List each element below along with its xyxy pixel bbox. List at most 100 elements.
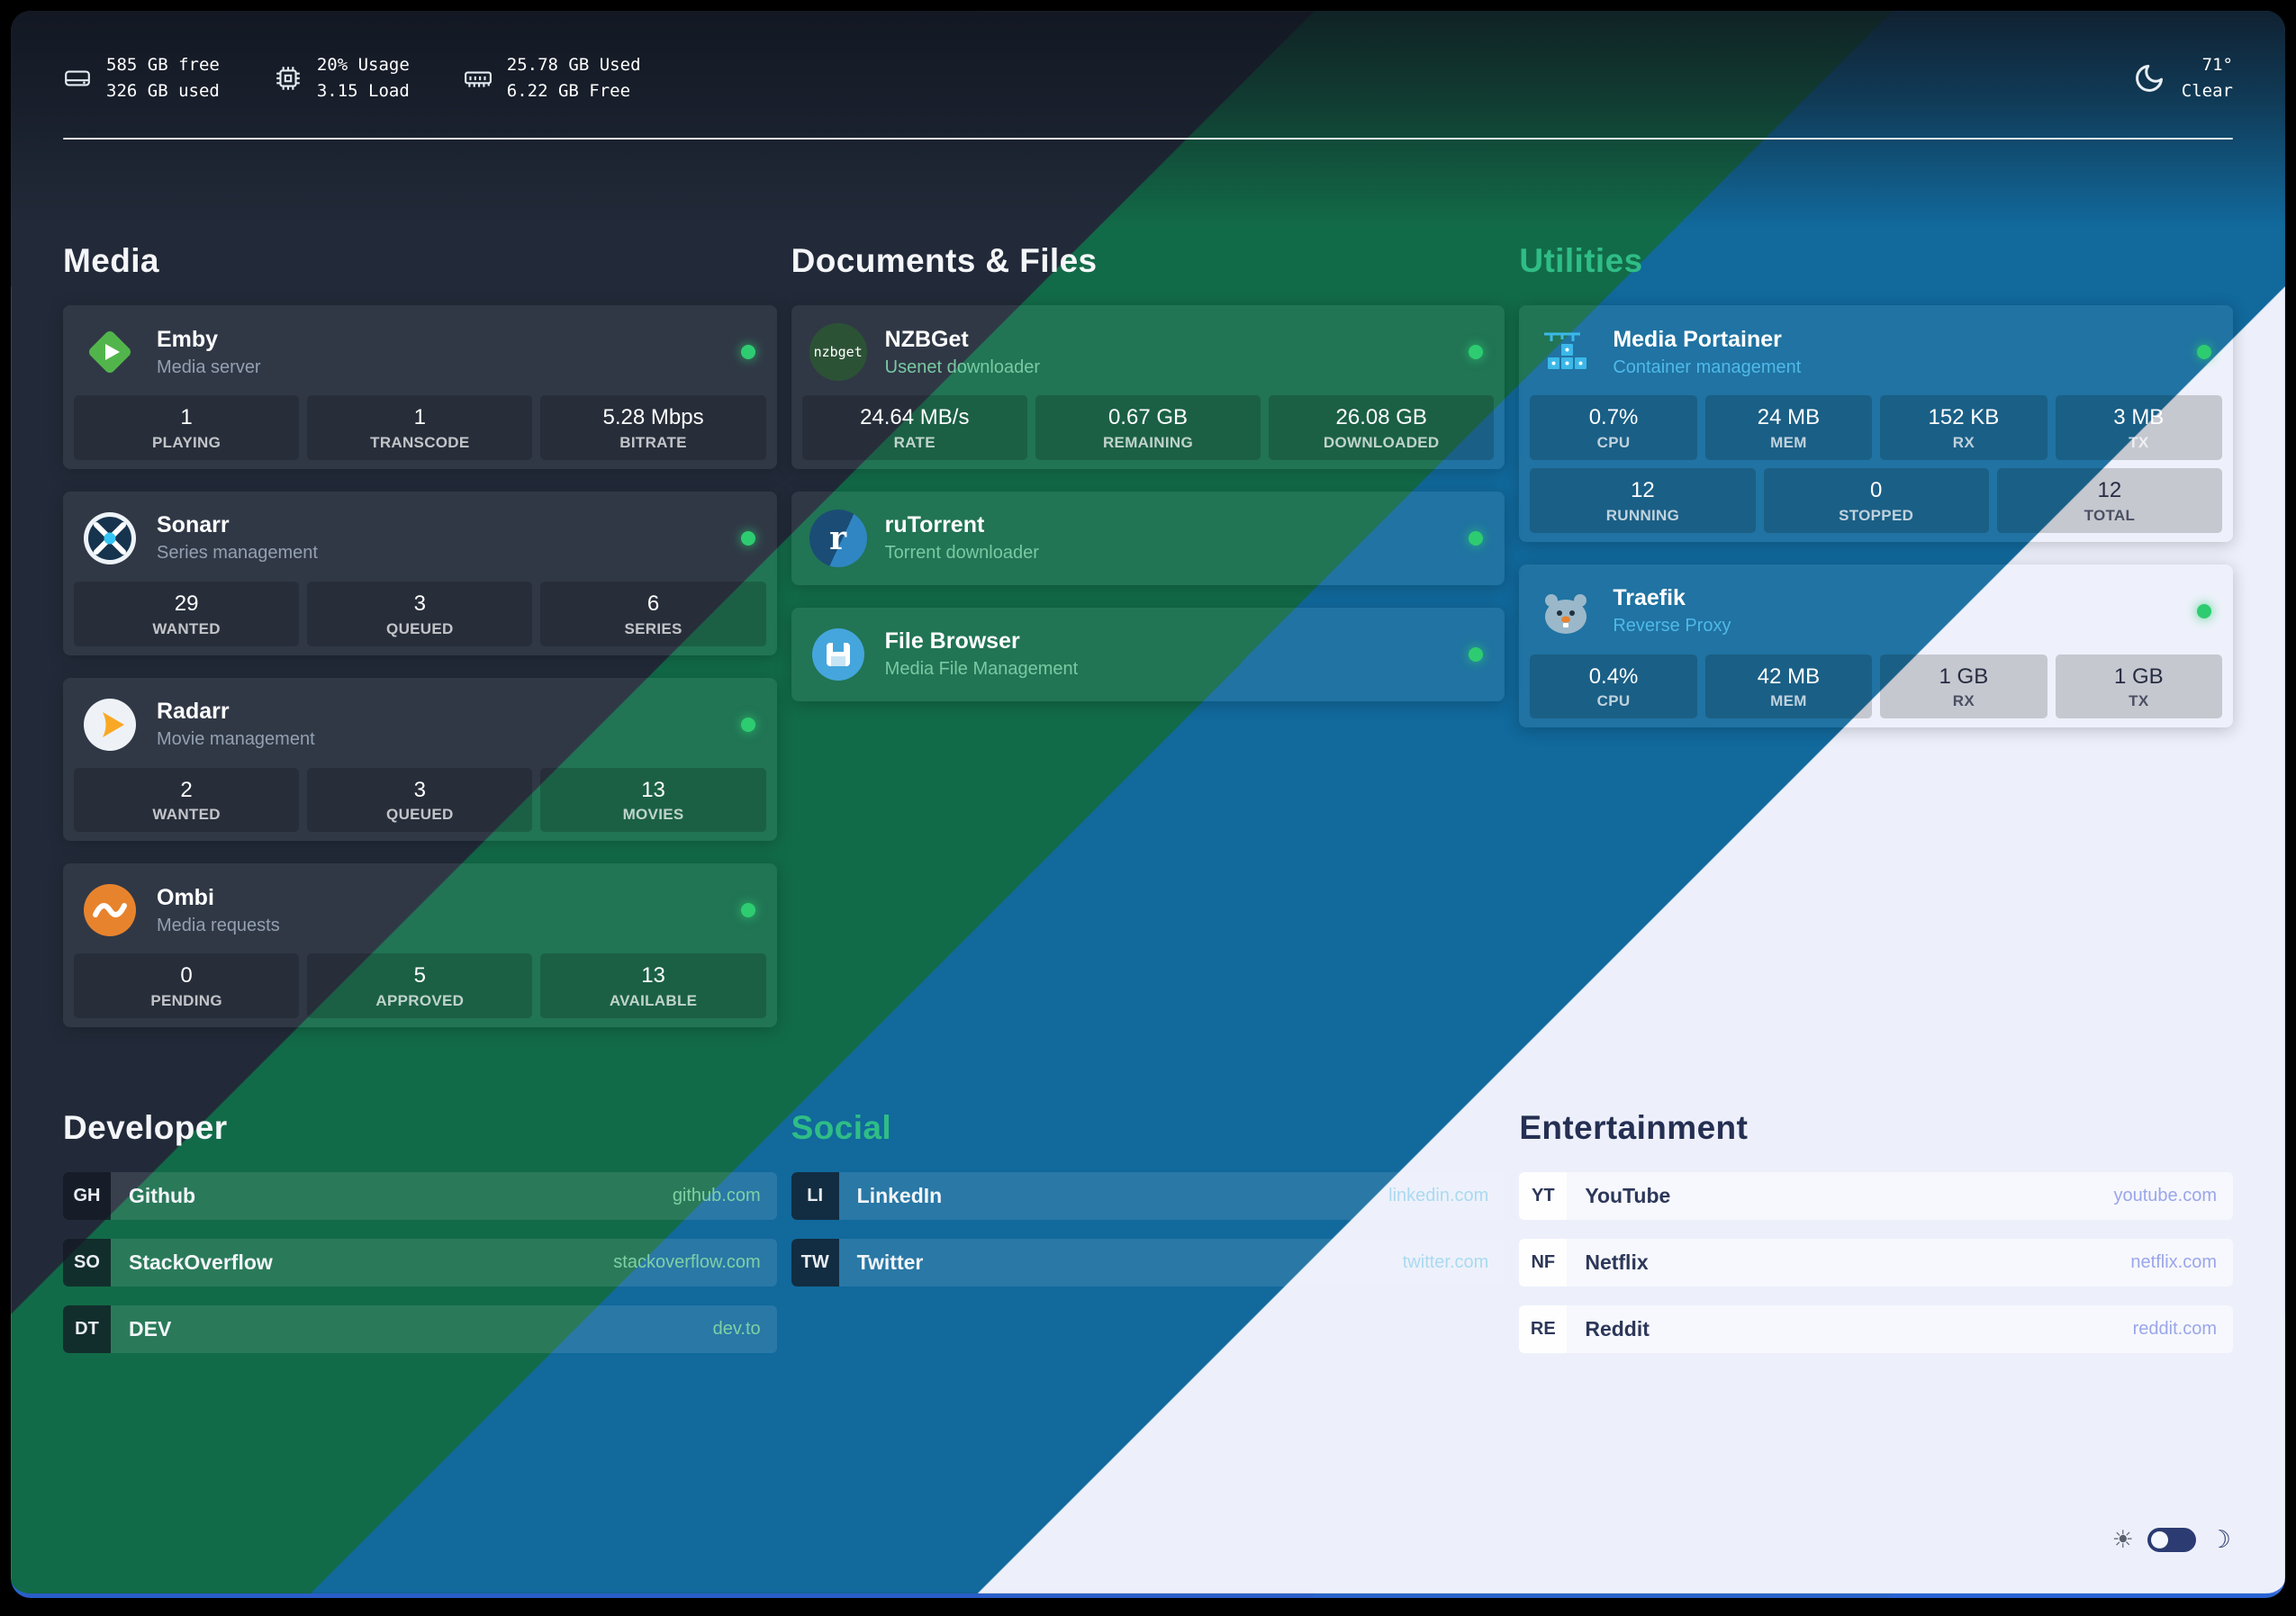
link-netflix[interactable]: NF Netflix netflix.com: [1519, 1239, 2233, 1286]
emby-icon: [81, 323, 139, 381]
card-subtitle: Usenet downloader: [884, 357, 1040, 377]
weather-widget: 71° Clear: [2133, 52, 2233, 104]
card-emby[interactable]: Emby Media server 1 PLAYING 1 TRANSCODE: [63, 305, 777, 469]
cpu-usage: 20% Usage: [316, 55, 410, 75]
link-reddit[interactable]: RE Reddit reddit.com: [1519, 1305, 2233, 1353]
card-title: Ombi: [157, 884, 214, 910]
card-subtitle: Torrent downloader: [884, 543, 1039, 564]
link-github[interactable]: GH Github github.com: [63, 1172, 777, 1220]
section-title-utilities: Utilities: [1519, 242, 1643, 279]
section-entertainment: Entertainment YT YouTube youtube.com NF …: [1519, 1106, 2233, 1372]
stat-rx: 152 KB RX: [1880, 395, 2047, 460]
link-dev[interactable]: DT DEV dev.to: [63, 1305, 777, 1353]
link-url: reddit.com: [2132, 1319, 2217, 1339]
rutorrent-icon: r: [809, 509, 867, 567]
stat-pending: 0 PENDING: [74, 953, 300, 1019]
traefik-icon: [1537, 582, 1595, 640]
stats-row: 0.7% CPU 24 MB MEM 152 KB RX 3 MB TX: [1530, 395, 2223, 460]
card-title: Traefik: [1613, 585, 1686, 611]
weather-temp: 71°: [2201, 55, 2233, 75]
link-url: linkedin.com: [1388, 1186, 1489, 1205]
section-social: Social LI LinkedIn linkedin.com TW Twitt…: [791, 1106, 1505, 1372]
link-twitter[interactable]: TW Twitter twitter.com: [791, 1239, 1505, 1286]
link-tag: RE: [1519, 1305, 1568, 1353]
filebrowser-icon: [809, 626, 867, 683]
card-nzbget[interactable]: nzbget NZBGet Usenet downloader 24.64 MB…: [791, 305, 1505, 469]
link-url: github.com: [672, 1186, 761, 1205]
online-status-dot: [2197, 603, 2211, 618]
card-ombi[interactable]: Ombi Media requests 0 PENDING 5 APPROVED: [63, 863, 777, 1028]
section-title-media: Media: [63, 242, 159, 279]
stat-running: 12 RUNNING: [1530, 467, 1756, 533]
disk-used: 326 GB used: [106, 80, 220, 101]
sonarr-icon: [81, 510, 139, 567]
link-name: Netflix: [1585, 1250, 1649, 1274]
card-subtitle: Series management: [157, 543, 318, 564]
sun-icon[interactable]: ☀: [2111, 1526, 2134, 1553]
card-traefik[interactable]: Traefik Reverse Proxy 0.4% CPU 42 MB MEM: [1519, 564, 2233, 728]
card-filebrowser[interactable]: File Browser Media File Management: [791, 607, 1505, 701]
card-rutorrent[interactable]: r ruTorrent Torrent downloader: [791, 491, 1505, 585]
online-status-dot: [740, 530, 755, 546]
online-status-dot: [1469, 530, 1484, 546]
online-status-dot: [2197, 345, 2211, 359]
section-title-documents: Documents & Files: [791, 242, 1098, 279]
theme-toggle[interactable]: [2147, 1528, 2196, 1552]
link-name: YouTube: [1585, 1184, 1671, 1207]
stat-mem: 42 MB MEM: [1704, 654, 1873, 719]
stats-row: 24.64 MB/s RATE 0.67 GB REMAINING 26.08 …: [801, 395, 1495, 460]
stat-queued: 3 QUEUED: [307, 767, 533, 833]
link-name: StackOverflow: [129, 1250, 273, 1274]
moon-icon[interactable]: ☽: [2209, 1526, 2231, 1553]
link-tag: YT: [1519, 1172, 1568, 1220]
stats-row: 29 WANTED 3 QUEUED 6 SERIES: [74, 581, 766, 646]
stat-tx: 3 MB TX: [2055, 395, 2223, 460]
stat-transcode: 1 TRANSCODE: [307, 395, 533, 460]
link-url: twitter.com: [1402, 1252, 1489, 1272]
dashboard-screen: 585 GB free 326 GB used 20% Usage 3.15 L…: [11, 11, 2285, 1598]
stat-approved: 5 APPROVED: [307, 953, 533, 1019]
disk-icon: [65, 69, 90, 86]
card-portainer[interactable]: Media Portainer Container management 0.7…: [1519, 305, 2233, 542]
link-tag: GH: [63, 1172, 111, 1220]
link-tag: LI: [791, 1172, 839, 1220]
stat-queued: 3 QUEUED: [307, 581, 533, 646]
stat-rx: 1 GB RX: [1880, 654, 2047, 719]
stat-series: 6 SERIES: [540, 581, 766, 646]
stat-tx: 1 GB TX: [2055, 654, 2223, 719]
cpu-status: 20% Usage 3.15 Load: [274, 52, 410, 104]
stat-remaining: 0.67 GB REMAINING: [1035, 395, 1261, 460]
topbar-divider: [63, 138, 2233, 140]
stat-cpu: 0.7% CPU: [1530, 395, 1697, 460]
ombi-icon: [81, 881, 139, 939]
card-subtitle: Reverse Proxy: [1613, 616, 1731, 636]
stat-mem: 24 MB MEM: [1704, 395, 1873, 460]
section-title-social: Social: [791, 1109, 892, 1146]
stat-available: 13 AVAILABLE: [540, 953, 766, 1019]
link-name: Github: [129, 1184, 196, 1207]
nzbget-icon: nzbget: [809, 323, 867, 381]
cpu-icon: [276, 66, 300, 90]
link-youtube[interactable]: YT YouTube youtube.com: [1519, 1172, 2233, 1220]
stat-rate: 24.64 MB/s RATE: [801, 395, 1027, 460]
stat-wanted: 29 WANTED: [74, 581, 300, 646]
ram-free: 6.22 GB Free: [506, 80, 631, 101]
section-utilities: Utilities: [1519, 239, 2233, 1106]
portainer-icon: [1537, 323, 1595, 381]
stat-bitrate: 5.28 Mbps BITRATE: [540, 395, 766, 460]
disk-free: 585 GB free: [106, 55, 220, 75]
card-sonarr[interactable]: Sonarr Series management 29 WANTED 3 QUE…: [63, 491, 777, 655]
stats-row: 2 WANTED 3 QUEUED 13 MOVIES: [74, 767, 766, 833]
link-url: dev.to: [712, 1319, 761, 1339]
link-stackoverflow[interactable]: SO StackOverflow stackoverflow.com: [63, 1239, 777, 1286]
link-url: stackoverflow.com: [613, 1252, 761, 1272]
card-radarr[interactable]: Radarr Movie management 2 WANTED 3 QUEUE…: [63, 677, 777, 842]
moon-icon: [2135, 64, 2163, 92]
weather-condition: Clear: [2181, 80, 2233, 101]
link-linkedin[interactable]: LI LinkedIn linkedin.com: [791, 1172, 1505, 1220]
ram-used: 25.78 GB Used: [506, 55, 641, 75]
radarr-icon: [81, 696, 139, 754]
stat-playing: 1 PLAYING: [74, 395, 300, 460]
card-title: ruTorrent: [884, 512, 985, 538]
theme-switch: ☀ ☽: [2112, 1526, 2231, 1554]
